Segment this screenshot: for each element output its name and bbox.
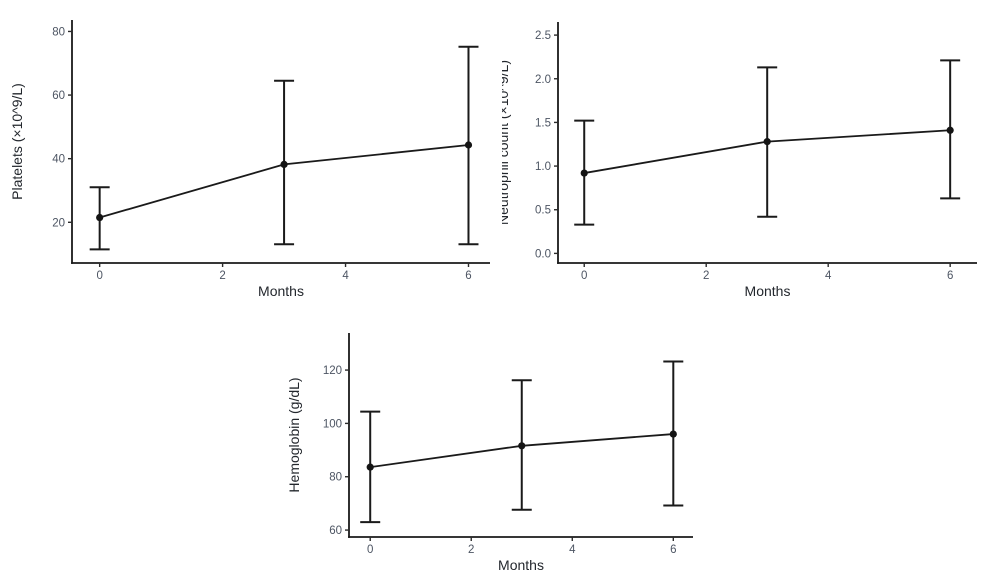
data-point xyxy=(669,430,677,438)
data-point xyxy=(946,126,954,134)
neutrophil-count-plot: 0 2 4 6 0.0 0.5 1.0 1.5 2.0 2.5 Months Neutrophil c… xyxy=(502,22,977,299)
x-tick-label: 2 xyxy=(468,544,474,556)
y-tick-label: 0.5 xyxy=(535,205,551,217)
hemoglobin-chart-panel: 0 2 4 6 60 80 100 120 Months Hemoglobin (g/dL) xyxy=(285,300,790,582)
x-tick-label: 2 xyxy=(219,270,225,282)
y-tick-label: 20 xyxy=(52,217,65,229)
x-tick-label: 0 xyxy=(581,270,587,282)
x-tick-label: 0 xyxy=(96,270,102,282)
x-tick-label: 6 xyxy=(947,270,953,282)
y-tick-label: 40 xyxy=(52,154,65,166)
y-tick-label: 80 xyxy=(52,26,65,38)
hemoglobin-plot: 0 2 4 6 60 80 100 120 Months Hemoglobin (g/dL) xyxy=(286,333,693,573)
y-axis-title: Hemoglobin (g/dL) xyxy=(286,377,302,492)
y-tick-label: 1.5 xyxy=(535,117,551,129)
y-tick-label: 80 xyxy=(329,472,342,484)
y-axis-title: Platelets (×10^9/L) xyxy=(9,83,25,200)
y-tick-label: 60 xyxy=(329,525,342,537)
x-tick-label: 4 xyxy=(342,270,349,282)
y-tick-label: 100 xyxy=(323,418,342,430)
x-tick-label: 6 xyxy=(465,270,471,282)
x-tick-label: 4 xyxy=(569,544,576,556)
y-tick-label: 2.0 xyxy=(535,74,551,86)
platelets-chart-panel: 0 2 4 6 20 40 60 80 Months Platelets (×10^9/L) xyxy=(0,0,502,300)
neutrophil-count-chart-panel: 0 2 4 6 0.0 0.5 1.0 1.5 2.0 2.5 Months Neutrophil c… xyxy=(502,0,1005,300)
data-point xyxy=(366,463,374,471)
x-tick-label: 2 xyxy=(703,270,709,282)
y-tick-label: 1.0 xyxy=(535,161,551,173)
x-tick-label: 0 xyxy=(367,544,373,556)
y-axis-title: Neutrophil count (×10^9/L) xyxy=(502,60,511,225)
data-point xyxy=(580,169,588,177)
x-tick-label: 4 xyxy=(825,270,832,282)
y-tick-label: 0.0 xyxy=(535,248,551,260)
data-point xyxy=(96,213,104,222)
x-axis-title: Months xyxy=(498,557,544,573)
y-tick-label: 60 xyxy=(52,90,65,102)
y-tick-label: 120 xyxy=(323,365,342,377)
data-point xyxy=(280,160,288,169)
data-point xyxy=(464,141,473,149)
data-point xyxy=(763,138,771,146)
x-axis-title: Months xyxy=(745,283,791,299)
x-axis-title: Months xyxy=(258,283,304,299)
platelets-plot: 0 2 4 6 20 40 60 80 Months Platelets (×10^9/L) xyxy=(9,20,490,299)
x-tick-label: 6 xyxy=(670,544,676,556)
data-point xyxy=(518,442,526,450)
y-tick-label: 2.5 xyxy=(535,30,551,42)
